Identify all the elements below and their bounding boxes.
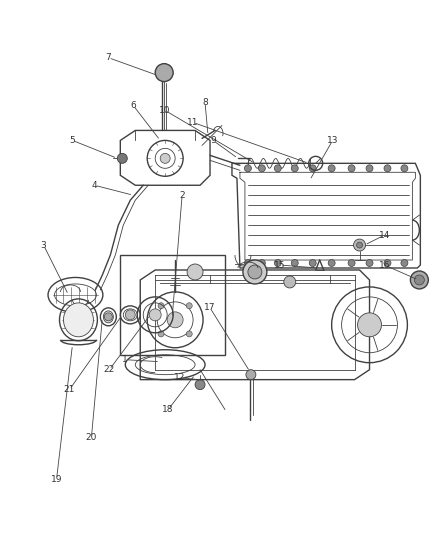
Text: 9: 9 [210,136,216,145]
Circle shape [167,312,183,328]
Circle shape [291,165,298,172]
Text: 15: 15 [274,261,286,270]
Circle shape [366,260,373,266]
Circle shape [258,165,265,172]
Text: 2: 2 [179,191,185,200]
Circle shape [187,264,203,280]
Circle shape [186,303,192,309]
Text: 7: 7 [106,53,111,62]
Circle shape [328,260,335,266]
Text: 8: 8 [202,98,208,107]
Circle shape [125,310,135,320]
Text: 3: 3 [41,240,46,249]
Circle shape [384,260,391,266]
Circle shape [248,265,262,279]
Text: 16: 16 [379,261,390,270]
Text: 19: 19 [51,475,62,484]
Circle shape [328,165,335,172]
Text: 4: 4 [92,181,97,190]
Circle shape [291,260,298,266]
Text: 14: 14 [379,231,390,240]
Bar [120,255,225,355]
Circle shape [158,303,164,309]
Circle shape [243,260,267,284]
Circle shape [258,260,265,266]
Circle shape [160,154,170,163]
Circle shape [195,379,205,390]
Text: 20: 20 [86,433,97,442]
Text: 18: 18 [162,405,174,414]
Circle shape [401,260,408,266]
Circle shape [104,313,112,321]
Circle shape [366,165,373,172]
Text: 6: 6 [131,101,136,110]
Text: 1: 1 [123,355,128,364]
Text: 22: 22 [104,365,115,374]
Ellipse shape [64,303,93,337]
Circle shape [414,275,424,285]
Circle shape [353,239,366,251]
Circle shape [357,242,363,248]
Circle shape [244,165,251,172]
Circle shape [155,63,173,82]
Circle shape [348,165,355,172]
Circle shape [158,331,164,337]
Circle shape [401,165,408,172]
Circle shape [348,260,355,266]
Text: 21: 21 [64,385,75,394]
Text: 12: 12 [174,373,186,382]
Text: 13: 13 [327,136,339,145]
Circle shape [117,154,127,163]
Circle shape [274,165,281,172]
Circle shape [384,165,391,172]
Circle shape [309,165,316,172]
Circle shape [410,271,428,289]
Circle shape [149,309,161,321]
Circle shape [284,276,296,288]
Circle shape [274,260,281,266]
Circle shape [244,260,251,266]
Circle shape [309,260,316,266]
Circle shape [246,370,256,379]
Text: 17: 17 [204,303,216,312]
Ellipse shape [103,311,113,323]
Circle shape [357,313,381,337]
Text: 5: 5 [70,136,75,145]
Text: 10: 10 [159,106,171,115]
Circle shape [186,331,192,337]
Text: 11: 11 [187,118,199,127]
